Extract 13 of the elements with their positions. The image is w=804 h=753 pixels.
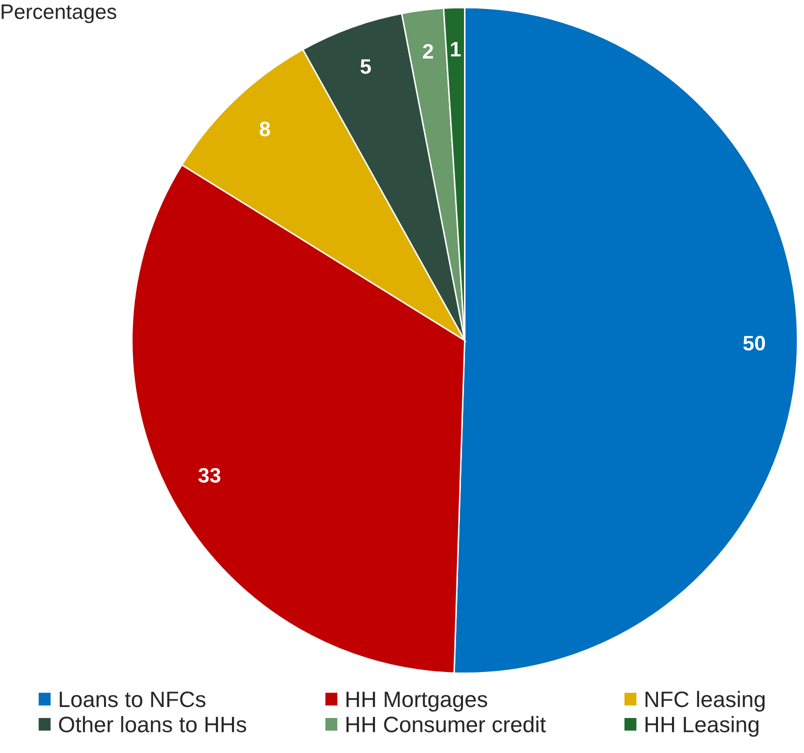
legend-label: HH Mortgages — [346, 692, 488, 712]
chart-title: Percentages — [2, 4, 116, 24]
data-label: 1 — [451, 42, 461, 56]
data-label: 33 — [198, 468, 220, 483]
legend-label: Other loans to HHs — [59, 716, 246, 732]
data-label: 2 — [422, 44, 434, 59]
legend-label: HH Consumer credit — [346, 716, 546, 732]
data-label: 8 — [260, 122, 270, 136]
data-label: 50 — [743, 336, 765, 351]
legend-label: HH Leasing — [646, 716, 758, 737]
data-label: 5 — [360, 59, 371, 74]
legend-label: Loans to NFCs — [60, 691, 206, 708]
legend-label: NFC leasing — [646, 690, 765, 712]
